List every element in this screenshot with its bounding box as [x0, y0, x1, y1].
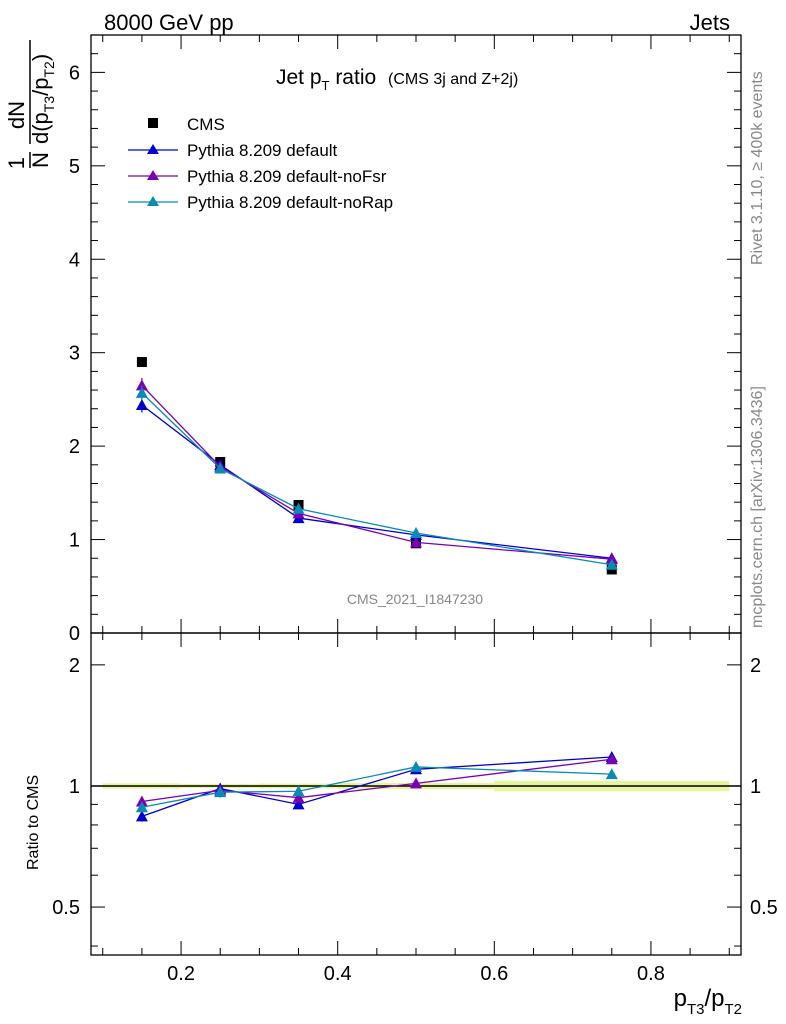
legend-label-norap: Pythia 8.209 default-noRap — [187, 193, 393, 212]
noRap-line — [141, 392, 612, 566]
top-y-tick-label-4: 4 — [69, 249, 80, 271]
analysis-id: CMS_2021_I1847230 — [347, 591, 483, 607]
legend-label-default: Pythia 8.209 default — [187, 141, 338, 160]
ylabel-sub2: T2 — [41, 61, 57, 78]
ylabel-denominator: d(pT3/pT2) — [28, 54, 57, 144]
ratio-plot-frame — [90, 632, 742, 956]
legend: CMS Pythia 8.209 default Pythia 8.209 de… — [128, 115, 393, 212]
x-tick-label-2: 0.6 — [480, 963, 508, 985]
ratio-noRap-point-0 — [135, 801, 148, 813]
noRap-point-4 — [605, 558, 618, 570]
title-main: Jet p — [276, 66, 322, 89]
ratio-y-tick-label-right-0: 0.5 — [750, 897, 778, 919]
ylabel-d: d(p — [28, 112, 53, 144]
noRap-point-1 — [214, 462, 227, 474]
ratio-default-point-2 — [292, 798, 305, 810]
top-y-tick-label-2: 2 — [69, 436, 80, 458]
noFsr-line — [141, 384, 612, 560]
top-y-tick-label-1: 1 — [69, 530, 80, 552]
title-rest: ratio — [329, 66, 376, 89]
default-point-0 — [135, 399, 148, 411]
noFsr-point-0 — [135, 379, 148, 391]
ratio-noFsr-point-3 — [410, 777, 422, 789]
ratio-noFsr-point-0 — [135, 795, 148, 807]
legend-marker-cms — [148, 118, 158, 128]
ratio-noRap-point-1 — [214, 786, 227, 798]
noRap-point-0 — [135, 386, 148, 398]
legend-label-nofsr: Pythia 8.209 default-noFsr — [187, 167, 387, 186]
legend-marker-norap — [147, 196, 159, 206]
ratio-y-tick-label-left-0: 0.5 — [52, 897, 80, 919]
ylabel-sub1: T3 — [41, 96, 57, 113]
ratio-noFsr-point-4 — [605, 753, 618, 765]
x-tick-label-1: 0.4 — [324, 963, 352, 985]
plot-layer: 0.2 0.4 0.6 0.8 0 1 2 3 4 5 6 0.5 0.5 1 1 2 2 — [52, 34, 778, 985]
xlabel-slash: /p — [704, 985, 724, 1012]
ratio-default-point-0 — [135, 810, 148, 822]
top-y-tick-label-3: 3 — [69, 343, 80, 365]
mcplots-label: mcplots.cern.ch [arXiv:1306.3436] — [749, 386, 766, 628]
ratio-noFsr-point-2 — [292, 791, 305, 803]
noFsr-point-4 — [605, 553, 618, 565]
ratio-y-tick-label-left-1: 1 — [69, 776, 80, 798]
default-line — [141, 404, 612, 559]
ylabel-den: N — [28, 152, 53, 168]
top-y-tick-label-5: 5 — [69, 156, 80, 178]
xlabel-p: p — [674, 985, 687, 1012]
legend-marker-default — [147, 144, 159, 154]
ratio-y-tick-label-right-1: 1 — [750, 776, 761, 798]
noRap-point-3 — [410, 527, 422, 539]
header-left: 8000 GeV pp — [104, 10, 234, 35]
header-right: Jets — [690, 10, 730, 35]
ylabel-num: 1 — [4, 157, 29, 169]
x-axis-label: pT3/pT2 — [674, 985, 742, 1018]
plot-title: Jet pT ratio (CMS 3j and Z+2j) — [276, 66, 518, 93]
x-tick-label-0: 0.2 — [167, 963, 195, 985]
noFsr-point-3 — [410, 536, 422, 548]
ratio-noRap-point-2 — [292, 785, 305, 797]
x-tick-label-3: 0.8 — [637, 963, 665, 985]
xlabel-sub1: T3 — [687, 1001, 705, 1018]
ylabel-close: ) — [28, 54, 53, 61]
legend-marker-nofsr — [147, 170, 159, 180]
ratio-y-tick-label-left-2: 2 — [69, 655, 80, 677]
top-y-tick-label-0: 0 — [69, 623, 80, 645]
ratio-y-tick-label-right-2: 2 — [750, 655, 761, 677]
cms-point-0 — [136, 357, 147, 368]
ratio-y-label: Ratio to CMS — [25, 775, 42, 870]
xlabel-sub2: T2 — [724, 1001, 742, 1018]
ylabel-dn: dN — [4, 101, 29, 129]
ylabel-fraction: 1 N — [4, 151, 53, 169]
rivet-label: Rivet 3.1.10, ≥ 400k events — [749, 71, 766, 265]
ratio-noRap-point-4 — [605, 768, 618, 780]
legend-label-cms: CMS — [187, 115, 225, 134]
ratio-noRap-point-3 — [410, 760, 422, 772]
ylabel-slash: /p — [28, 78, 53, 96]
title-small: (CMS 3j and Z+2j) — [388, 71, 518, 88]
noRap-point-2 — [292, 502, 305, 514]
top-y-tick-label-6: 6 — [69, 62, 80, 84]
top-y-axis-label: 1 N dN d(pT3/pT2) — [4, 40, 57, 169]
title-sub: T — [322, 78, 330, 93]
